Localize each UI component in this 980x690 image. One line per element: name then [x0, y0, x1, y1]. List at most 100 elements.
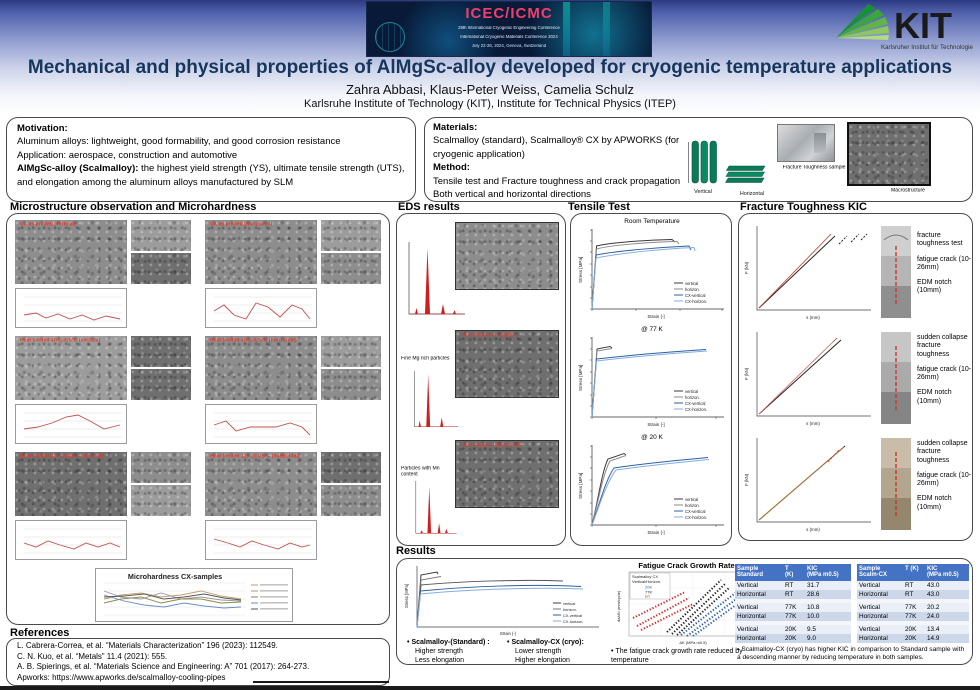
motivation-line2: Application: aerospace, construction and… — [17, 149, 238, 161]
banner-glow — [519, 2, 651, 56]
fracture-specimen-photo — [881, 226, 911, 318]
microhardness-legend — [251, 584, 288, 610]
results-bullet-cx: • Scalmalloy-CX (cryo): Lower strength Hi… — [507, 639, 607, 665]
micro-group-3: Heat treated 4h @325°C (vertical) — [15, 336, 193, 448]
page-title: Mechanical and physical properties of Al… — [27, 57, 953, 78]
horizontal-label: Horizontal — [740, 191, 764, 197]
legend-entry: CX-vertical — [685, 401, 706, 406]
conclusion-text: Scalmalloy-CX (cryo) has higher KIC in c… — [737, 646, 965, 662]
fracture-annotations: sudden collapse fracture toughness fatig… — [917, 440, 972, 519]
annotation: fatigue crack (10-26mm) — [917, 365, 972, 381]
sem-label: Heat treated 4h @325°C (horizontal) — [210, 338, 297, 344]
fracture-sample-photo — [777, 124, 835, 162]
table-cell: 20K — [903, 624, 925, 634]
sem-image-small — [131, 253, 191, 284]
sem-image-small — [131, 485, 191, 516]
bullet-line: Higher elongation — [515, 656, 570, 664]
fracture-specimen-photo — [881, 332, 911, 424]
table-cell: RT — [783, 580, 805, 590]
bullet-title: Scalmalloy-(Standard) : — [411, 639, 490, 646]
bullet-title: Scalmalloy-CX (cryo): — [511, 639, 584, 646]
legend-title: Vertical/Horizon. — [632, 579, 661, 584]
x-axis-label: Strain (-) — [500, 631, 517, 636]
sem-image: CX as printed (vertical) — [15, 220, 127, 284]
section-tensile-heading: Tensile Test — [568, 201, 630, 213]
table-cell: 20K — [783, 624, 805, 634]
x-axis-label: s (mm) — [806, 527, 820, 532]
fracture-row-3: F (kN) s (mm) sudden collapse fracture t… — [739, 432, 974, 536]
kit-logo: KIT Karlsruher Institut für Technologie — [834, 2, 974, 52]
motivation-line3-rest: the highest yield strength (YS), ultimat… — [17, 163, 405, 188]
y-axis-label: da/dN (mm/cycle) — [616, 590, 621, 622]
eds-sem-image: Heat treated 4h @325°C — [455, 330, 559, 398]
eds-image-label: Heat treated 4h @325°C — [461, 333, 519, 339]
materials-line2: Tensile test and Fracture toughness and … — [433, 175, 681, 187]
fatigue-legend: Scalmalloy CX Vertical/Horizon. 20K 77K … — [629, 572, 671, 600]
sem-image-small — [321, 369, 381, 400]
sem-label: CX as printed (horizontal) — [210, 222, 273, 228]
legend-entry: 20K — [645, 585, 652, 590]
table-cell: 77K — [903, 602, 925, 612]
sem-image-small — [131, 369, 191, 400]
eds-note: Fine Mg rich particles — [401, 356, 450, 362]
plot-legend: vertical horizon. CX-vertical CX-horizon… — [674, 281, 707, 304]
kit-subtitle: Karlsruher Institut für Technologie — [881, 44, 974, 51]
legend-entry: CX-vertical — [685, 509, 706, 514]
y-axis-label: F (kN) — [744, 473, 749, 486]
authors: Zahra Abbasi, Klaus-Peter Weiss, Camelia… — [345, 82, 635, 97]
micro-group-4: Heat treated 4h @325°C (horizontal) — [205, 336, 383, 448]
bullet-line: Less elongation — [415, 656, 465, 664]
globe-icon — [375, 22, 405, 52]
table-cell: Horizontal — [857, 589, 903, 599]
table-cell: 28.6 — [805, 589, 851, 599]
fracture-row-2: F (kN) s (mm) sudden collapse fracture t… — [739, 326, 974, 430]
tensile-plot-77k: @ 77 K Stress [MPa] Strain [-] vertical … — [576, 326, 728, 432]
plot-title: Room Temperature — [624, 218, 680, 225]
conference-line3: July 22-26, 2024, Geneva, Switzerland — [471, 44, 547, 49]
poster-bottom-edge — [0, 686, 980, 690]
eds-sem-image: Heat treated 12h @325°C — [455, 440, 559, 508]
eds-sem-image — [455, 222, 559, 290]
microhardness-chart: Microhardness CX-samples — [95, 568, 293, 622]
table-spacer — [735, 620, 851, 625]
fracture-row-1: F (kN) s (mm) fracture toughness test fa… — [739, 220, 974, 324]
conference-line2: International Cryogenic Materials Confer… — [460, 35, 558, 40]
x-axis-label: Strain [-] — [647, 314, 664, 319]
results-conclusion: • Scalmalloy-CX (cryo) has higher KIC in … — [737, 646, 965, 662]
kit-logo-graphic: KIT Karlsruher Institut für Technologie — [836, 4, 974, 51]
table-header: Sample Standard — [735, 564, 783, 581]
x-axis-label: s (mm) — [806, 315, 820, 320]
materials-line3: Both vertical and horizontal directions — [433, 189, 591, 201]
sem-image: Heat treated 4h @325°C (vertical) — [15, 336, 127, 400]
fracture-plot: F (kN) s (mm) — [744, 332, 871, 426]
materials-heading: Materials: — [433, 122, 478, 133]
legend-entry: CX-horizon. — [563, 619, 584, 624]
eds-spectrum — [415, 480, 457, 534]
results-bullet-standard: • Scalmalloy-(Standard) : Higher strength… — [407, 639, 503, 665]
legend-entry: horizon. — [685, 395, 700, 400]
fracture-plot: F (kN) s (mm) — [744, 226, 871, 320]
legend-entry: CX-horizon. — [685, 407, 707, 412]
tensile-plot-20k: @ 20 K Stress [MPa] Strain [-] vertical … — [576, 434, 728, 540]
legend-entry: RT — [645, 594, 651, 599]
tensile-panel: Room Temperature Stress [MPa] Strain [-]… — [570, 213, 732, 546]
table-cell: 14.9 — [925, 633, 969, 643]
table-cell: Vertical — [735, 602, 783, 612]
plot-title: @ 20 K — [641, 434, 663, 441]
sem-image: CX as printed (horizontal) — [205, 220, 317, 284]
kit-logo-text: KIT — [894, 5, 952, 46]
eds-block-2: Heat treated 4h @325°C Fine Mg rich part… — [397, 328, 567, 436]
reference-item: C. N. Kuo, et al. “Metals” 11.4 (2021): … — [17, 651, 168, 661]
conference-logo-text: ICEC/ICMC — [465, 5, 553, 22]
y-axis-label: F (kN) — [744, 261, 749, 274]
motivation-heading: Motivation: — [17, 123, 68, 134]
table-header: T (K) — [903, 564, 925, 581]
header-gradient: ICEC/ICMC 29th International Cryogenic E… — [0, 0, 980, 115]
references-box: L. Cabrera-Correa, et al. “Materials Cha… — [6, 638, 390, 686]
table-spacer — [735, 598, 851, 603]
legend-entry: horizon. — [685, 503, 700, 508]
y-axis-label: F (kN) — [744, 367, 749, 380]
sem-image-small — [321, 336, 381, 367]
kic-table-cx: Sample Scalm-CX T (K) KIC (MPa m0.5) Verti… — [857, 564, 969, 643]
